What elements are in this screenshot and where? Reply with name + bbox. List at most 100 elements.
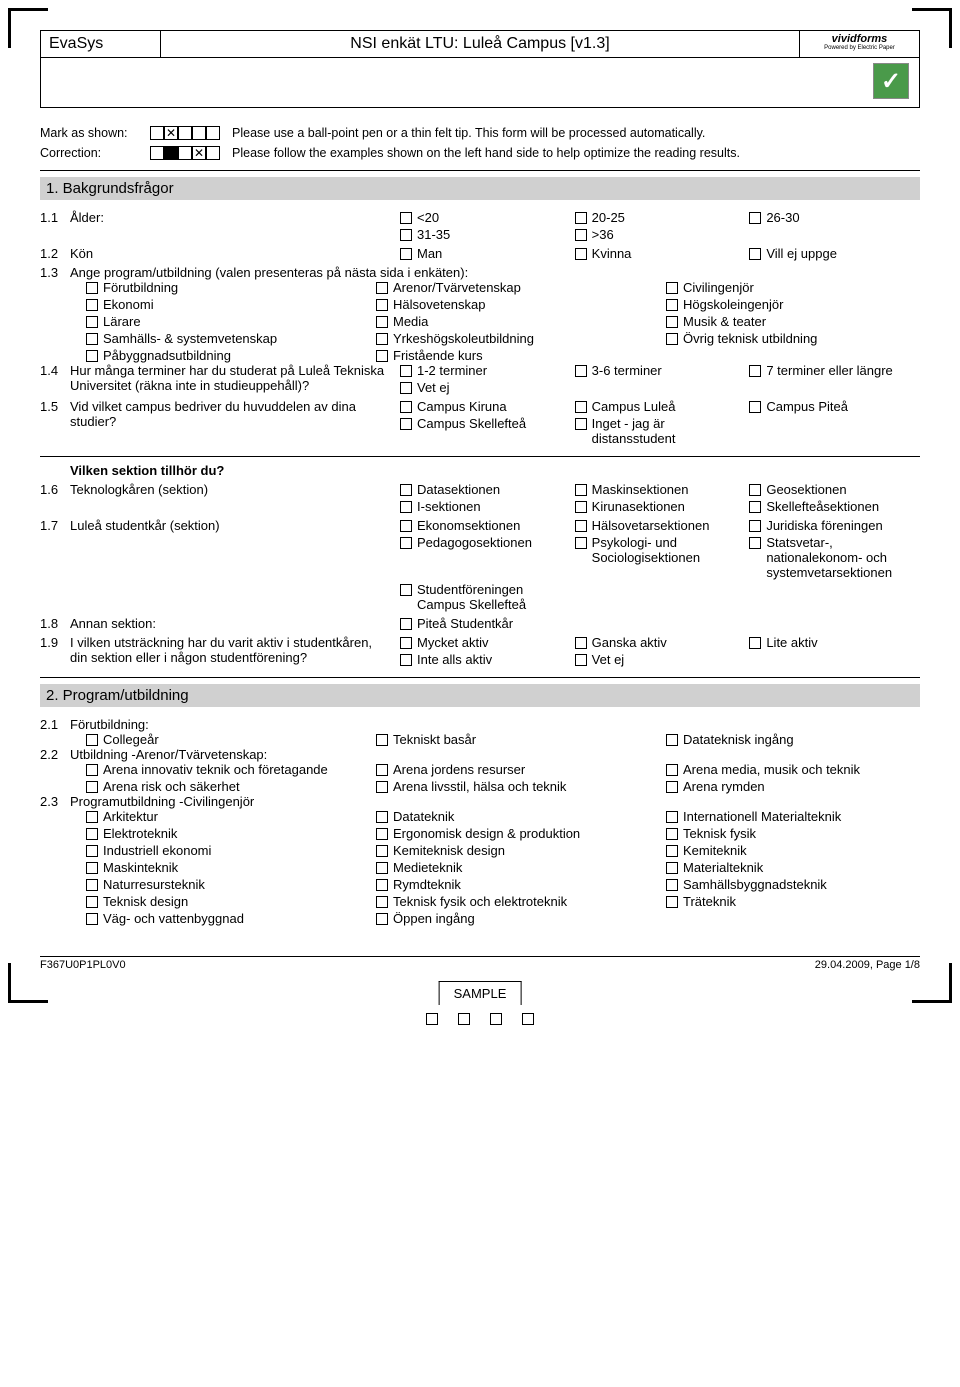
option[interactable]: Arena risk och säkerhet (86, 779, 376, 794)
crop-corner (8, 963, 48, 1003)
option[interactable]: Musik & teater (666, 314, 956, 329)
section1-title: 1. Bakgrundsfrågor (40, 177, 920, 200)
option[interactable]: Förutbildning (86, 280, 376, 295)
q19: 1.9I vilken utsträckning har du varit ak… (40, 635, 920, 667)
option[interactable]: Påbyggnadsutbildning (86, 348, 376, 363)
option[interactable]: Högskoleingenjör (666, 297, 956, 312)
option[interactable]: Pedagogosektionen (400, 535, 571, 580)
option[interactable]: Yrkeshögskoleutbildning (376, 331, 666, 346)
option[interactable]: Internationell Materialteknik (666, 809, 956, 824)
option[interactable]: Träteknik (666, 894, 956, 909)
option[interactable]: 20-25 (575, 210, 746, 225)
option[interactable]: Materialteknik (666, 860, 956, 875)
option[interactable]: Arkitektur (86, 809, 376, 824)
option[interactable]: Medieteknik (376, 860, 666, 875)
section2-title: 2. Program/utbildning (40, 684, 920, 707)
qnum: 1.6 (40, 482, 70, 514)
option[interactable]: Arena jordens resurser (376, 762, 666, 777)
option[interactable]: Mycket aktiv (400, 635, 571, 650)
option[interactable]: Campus Luleå (575, 399, 746, 414)
option[interactable]: Kirunasektionen (575, 499, 746, 514)
option[interactable]: Piteå Studentkår (400, 616, 571, 631)
option[interactable]: Vill ej uppge (749, 246, 920, 261)
option[interactable]: Ekonomi (86, 297, 376, 312)
option[interactable]: Lärare (86, 314, 376, 329)
option[interactable]: Ganska aktiv (575, 635, 746, 650)
option[interactable]: Campus Kiruna (400, 399, 571, 414)
qnum: 2.3 (40, 794, 70, 809)
option[interactable]: Arena media, musik och teknik (666, 762, 956, 777)
option[interactable]: Arenor/Tvärvetenskap (376, 280, 666, 295)
option[interactable]: Maskinteknik (86, 860, 376, 875)
option[interactable]: Juridiska föreningen (749, 518, 920, 533)
option[interactable]: Elektroteknik (86, 826, 376, 841)
page-info: 29.04.2009, Page 1/8 (815, 959, 920, 971)
option[interactable]: Väg- och vattenbyggnad (86, 911, 376, 926)
option[interactable]: Teknisk fysik och elektroteknik (376, 894, 666, 909)
option[interactable]: Man (400, 246, 571, 261)
option[interactable]: Psykologi- und Sociologisektionen (575, 535, 746, 580)
option[interactable]: Datasektionen (400, 482, 571, 497)
option[interactable]: Industriell ekonomi (86, 843, 376, 858)
option[interactable]: Samhälls- & systemvetenskap (86, 331, 376, 346)
q21-head: 2.1 Förutbildning: (40, 717, 920, 732)
option[interactable]: Teknisk fysik (666, 826, 956, 841)
option[interactable]: Datateknik (376, 809, 666, 824)
option[interactable]: Övrig teknisk utbildning (666, 331, 956, 346)
option[interactable]: Vet ej (575, 652, 746, 667)
check-icon (873, 63, 909, 99)
option[interactable]: 7 terminer eller längre (749, 363, 920, 378)
qtext: Teknologkåren (sektion) (70, 482, 208, 514)
option[interactable]: Öppen ingång (376, 911, 666, 926)
option[interactable]: Kemiteknik (666, 843, 956, 858)
option[interactable]: Arena rymden (666, 779, 956, 794)
qtext: I vilken utsträckning har du varit aktiv… (70, 635, 390, 667)
option[interactable]: 1-2 terminer (400, 363, 571, 378)
option[interactable]: Naturresursteknik (86, 877, 376, 892)
q23-opts: ArkitekturDatateknikInternationell Mater… (86, 809, 920, 926)
qtext: Programutbildning -Civilingenjör (70, 794, 254, 809)
option[interactable]: Arena innovativ teknik och företagande (86, 762, 376, 777)
option[interactable]: Skellefteåsektionen (749, 499, 920, 514)
option[interactable]: Vet ej (400, 380, 571, 395)
brand-logo: vividforms Powered by Electric Paper (799, 31, 919, 57)
sub-heading: Vilken sektion tillhör du? (70, 463, 920, 478)
option[interactable]: Rymdteknik (376, 877, 666, 892)
option[interactable]: Hälsovetenskap (376, 297, 666, 312)
option[interactable]: Campus Piteå (749, 399, 920, 414)
qnum: 1.5 (40, 399, 70, 446)
option[interactable]: Geosektionen (749, 482, 920, 497)
option[interactable]: 31-35 (400, 227, 571, 242)
option[interactable]: 3-6 terminer (575, 363, 746, 378)
option[interactable]: Hälsovetarsektionen (575, 518, 746, 533)
option[interactable]: Collegeår (86, 732, 376, 747)
qnum: 1.7 (40, 518, 70, 612)
crop-corner (912, 8, 952, 48)
option[interactable]: I-sektionen (400, 499, 571, 514)
option[interactable]: 26-30 (749, 210, 920, 225)
option[interactable]: Inte alls aktiv (400, 652, 571, 667)
option[interactable]: Arena livsstil, hälsa och teknik (376, 779, 666, 794)
option[interactable]: Kemiteknisk design (376, 843, 666, 858)
option[interactable]: Civilingenjör (666, 280, 956, 295)
option[interactable]: Lite aktiv (749, 635, 920, 650)
form-title: NSI enkät LTU: Luleå Campus [v1.3] (161, 31, 799, 57)
option[interactable]: Maskinsektionen (575, 482, 746, 497)
option[interactable]: Datateknisk ingång (666, 732, 956, 747)
option[interactable]: Kvinna (575, 246, 746, 261)
option[interactable]: Ekonomsektionen (400, 518, 571, 533)
option[interactable]: Statsvetar-, nationalekonom- och systemv… (749, 535, 920, 580)
option[interactable]: <20 (400, 210, 571, 225)
option[interactable]: Ergonomisk design & produktion (376, 826, 666, 841)
option[interactable]: Campus Skellefteå (400, 416, 571, 446)
option[interactable]: Tekniskt basår (376, 732, 666, 747)
option[interactable]: Teknisk design (86, 894, 376, 909)
option[interactable]: >36 (575, 227, 746, 242)
option[interactable]: Samhällsbyggnadsteknik (666, 877, 956, 892)
option[interactable]: Inget - jag är distansstudent (575, 416, 746, 446)
option[interactable]: Studentföreningen Campus Skellefteå (400, 582, 571, 612)
qnum: 1.4 (40, 363, 70, 395)
option[interactable]: Media (376, 314, 666, 329)
crop-corner (912, 963, 952, 1003)
option[interactable]: Fristående kurs (376, 348, 666, 363)
